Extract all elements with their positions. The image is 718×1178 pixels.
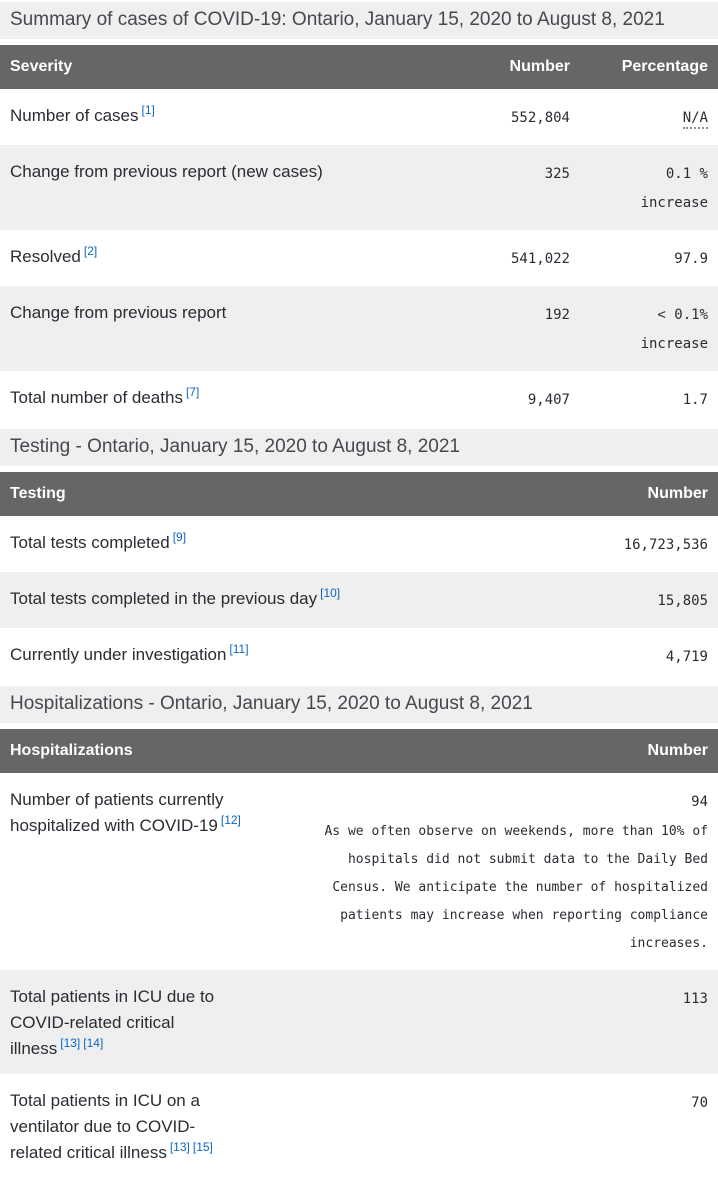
row-label: Total tests completed in the previous da…: [10, 589, 318, 608]
footnote-link[interactable]: [1]: [141, 103, 155, 118]
row-label-cell: Total patients in ICU due to COVID-relat…: [0, 970, 255, 1074]
footnote-marker: [13]: [170, 1140, 190, 1154]
hospitalizations-table: Hospitalizations Number Number of patien…: [0, 729, 718, 1178]
footnote-link[interactable]: [13]: [169, 1140, 190, 1155]
footnote-link[interactable]: [11]: [229, 642, 249, 657]
row-label-cell: Total tests completed [9]: [0, 516, 498, 572]
percentage-value: 1.7: [682, 392, 708, 408]
row-label-cell: Number of patients currently hospitalize…: [0, 773, 255, 970]
footnote-marker: [9]: [173, 530, 186, 544]
footnote-link[interactable]: [2]: [83, 244, 98, 259]
number-value: 15,805: [498, 572, 718, 628]
row-label: Number of cases: [10, 106, 139, 125]
number-value: 94: [691, 794, 708, 810]
summary-caption: Summary of cases of COVID-19: Ontario, J…: [0, 2, 718, 39]
number-column-header: Number: [442, 45, 580, 89]
number-value: 192: [442, 286, 580, 371]
table-row: Resolved [2] 541,022 97.9: [0, 230, 718, 286]
row-label-cell: Currently under investigation [11]: [0, 628, 498, 684]
row-label: Change from previous report (new cases): [10, 162, 323, 181]
row-label: Currently under investigation: [10, 645, 227, 664]
reporting-note: As we often observe on weekends, more th…: [324, 824, 708, 951]
percentage-value: N/A: [580, 89, 718, 145]
percentage-line2: increase: [640, 195, 708, 211]
percentage-column-header: Percentage: [580, 45, 718, 89]
number-value: 552,804: [510, 110, 570, 126]
percentage-value: 0.1 % increase: [580, 145, 718, 230]
footnote-link[interactable]: [13]: [60, 1036, 81, 1051]
row-label: Total patients in ICU due to COVID-relat…: [10, 987, 215, 1058]
table-row: Change from previous report 192 < 0.1% in…: [0, 286, 718, 371]
percentage-line1: 0.1 %: [665, 166, 708, 182]
hospitalizations-column-header: Hospitalizations: [0, 729, 255, 773]
table-row: Total tests completed [9] 16,723,536: [0, 516, 718, 572]
table-row: Change from previous report (new cases) …: [0, 145, 718, 230]
row-label-cell: Change from previous report: [0, 286, 442, 371]
footnote-marker: [10]: [320, 586, 340, 600]
table-row: Number of cases [1] 552,804 N/A: [0, 89, 718, 145]
row-label-cell: Change from previous report (new cases): [0, 145, 442, 230]
number-value-cell: 94 As we often observe on weekends, more …: [255, 773, 718, 970]
row-label-cell: Resolved [2]: [0, 230, 442, 286]
percentage-value: < 0.1% increase: [580, 286, 718, 371]
percentage-line1: < 0.1%: [657, 307, 708, 323]
hospitalizations-caption: Hospitalizations - Ontario, January 15, …: [0, 686, 718, 723]
row-label-cell: Total tests completed in the previous da…: [0, 572, 498, 628]
row-label: Number of patients currently hospitalize…: [10, 790, 224, 835]
footnote-marker: [11]: [229, 642, 248, 656]
hospitalizations-header-row: Hospitalizations Number: [0, 729, 718, 773]
number-value: 113: [255, 970, 718, 1074]
severity-table: Severity Number Percentage Number of cas…: [0, 45, 718, 427]
percentage-line2: increase: [640, 336, 708, 352]
testing-column-header: Testing: [0, 472, 498, 516]
na-abbr[interactable]: N/A: [682, 110, 708, 129]
footnote-marker: [14]: [83, 1036, 103, 1050]
row-label-cell: Number of cases [1]: [0, 89, 442, 145]
number-value: 70: [691, 1095, 708, 1111]
footnote-marker: [13]: [60, 1036, 80, 1050]
table-row: Currently under investigation [11] 4,719: [0, 628, 718, 684]
footnote-link[interactable]: [14]: [83, 1036, 104, 1051]
table-row: Total patients in ICU due to COVID-relat…: [0, 970, 718, 1074]
severity-column-header: Severity: [0, 45, 442, 89]
table-row: Total number of deaths [7] 9,407 1.7: [0, 371, 718, 427]
row-label-cell: Total patients in ICU on a ventilator du…: [0, 1074, 255, 1178]
testing-header-row: Testing Number: [0, 472, 718, 516]
testing-table: Testing Number Total tests completed [9] …: [0, 472, 718, 684]
footnote-marker: [7]: [186, 385, 199, 399]
row-label: Resolved: [10, 247, 81, 266]
footnote-marker: [12]: [221, 813, 241, 827]
row-label-cell: Total number of deaths [7]: [0, 371, 442, 427]
percentage-value: 97.9: [674, 251, 708, 267]
number-value: 4,719: [665, 649, 708, 665]
number-value: 541,022: [510, 251, 570, 267]
number-value: 16,723,536: [623, 537, 708, 553]
number-column-header: Number: [255, 729, 718, 773]
row-label: Total number of deaths: [10, 388, 183, 407]
footnote-link[interactable]: [7]: [185, 385, 200, 400]
table-row: Total patients in ICU on a ventilator du…: [0, 1074, 718, 1178]
row-label: Total tests completed: [10, 533, 170, 552]
row-label: Change from previous report: [10, 303, 227, 322]
severity-header-row: Severity Number Percentage: [0, 45, 718, 89]
table-row: Number of patients currently hospitalize…: [0, 773, 718, 970]
testing-caption: Testing - Ontario, January 15, 2020 to A…: [0, 429, 718, 466]
footnote-marker: [2]: [84, 244, 97, 258]
footnote-marker: [1]: [142, 103, 155, 117]
footnote-link[interactable]: [15]: [192, 1140, 213, 1155]
footnote-link[interactable]: [9]: [172, 530, 187, 545]
number-value: 9,407: [527, 392, 570, 408]
footnote-link[interactable]: [10]: [320, 586, 341, 601]
footnote-marker: [15]: [193, 1140, 213, 1154]
number-value: 325: [442, 145, 580, 230]
number-column-header: Number: [498, 472, 718, 516]
footnote-link[interactable]: [12]: [220, 813, 241, 828]
table-row: Total tests completed in the previous da…: [0, 572, 718, 628]
